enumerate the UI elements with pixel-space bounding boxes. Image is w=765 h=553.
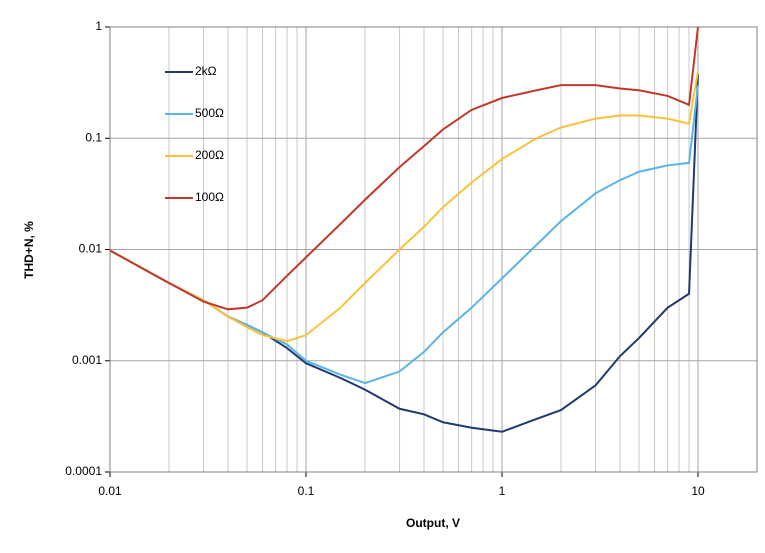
y-axis-title: THD+N, % <box>22 221 36 279</box>
series-line <box>110 73 699 433</box>
series-line <box>110 27 699 311</box>
series-line <box>110 85 699 385</box>
series-line <box>110 71 699 343</box>
legend-label: 2kΩ <box>195 64 217 78</box>
y-tick-label: 1 <box>95 19 102 33</box>
y-tick-label: 0.01 <box>79 242 103 256</box>
legend-label: 500Ω <box>195 106 224 120</box>
plot-lines <box>110 27 699 433</box>
x-tick-label: 10 <box>691 484 705 498</box>
legend-label: 100Ω <box>195 190 224 204</box>
x-tick-label: 0.1 <box>298 484 315 498</box>
plot-frame <box>109 26 758 473</box>
y-tick-label: 0.0001 <box>65 464 102 478</box>
legend-label: 200Ω <box>195 148 224 162</box>
y-tick-label: 0.001 <box>72 353 102 367</box>
x-tick-label: 0.01 <box>98 484 122 498</box>
y-tick-label: 0.1 <box>85 130 102 144</box>
x-axis-title: Output, V <box>406 516 460 530</box>
x-tick-label: 1 <box>499 484 506 498</box>
